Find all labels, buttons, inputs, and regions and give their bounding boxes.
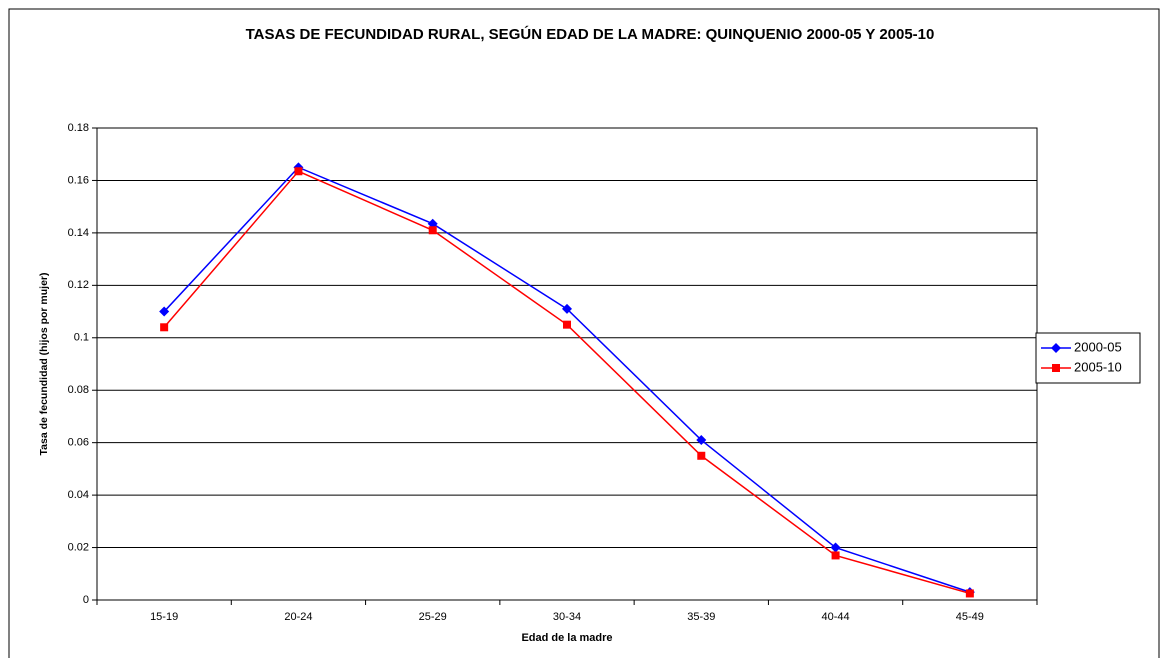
x-tick-label: 15-19 xyxy=(150,611,178,623)
x-axis-label: Edad de la madre xyxy=(521,632,612,644)
plot-area xyxy=(96,127,1038,601)
series-line xyxy=(163,166,971,593)
legend-box xyxy=(1035,332,1141,384)
marker xyxy=(563,320,571,329)
x-tick-label: 25-29 xyxy=(419,611,447,623)
marker xyxy=(831,551,840,560)
y-tick-label: 0.14 xyxy=(68,227,89,239)
marker xyxy=(562,303,572,314)
x-tick-label: 45-49 xyxy=(956,611,984,623)
y-tick-label: 0.08 xyxy=(68,384,89,396)
y-tick-label: 0 xyxy=(83,594,89,606)
x-tick-label: 20-24 xyxy=(284,611,312,623)
legend-label: 2000-05 xyxy=(1074,339,1122,354)
chart-border xyxy=(8,8,1160,658)
marker xyxy=(159,306,170,317)
x-tick-label: 40-44 xyxy=(822,611,850,623)
y-tick-label: 0.12 xyxy=(68,279,89,291)
y-tick-label: 0.04 xyxy=(68,489,89,501)
marker xyxy=(427,218,438,229)
y-tick-label: 0.02 xyxy=(68,541,89,553)
marker xyxy=(830,542,841,553)
marker xyxy=(160,323,169,332)
y-tick-label: 0.16 xyxy=(68,174,89,186)
x-tick-label: 35-39 xyxy=(687,611,715,623)
y-axis-label: Tasa de fecundidad (hijos por mujer) xyxy=(38,273,50,456)
legend-marker xyxy=(1051,343,1061,353)
marker xyxy=(965,589,974,598)
marker xyxy=(428,226,437,235)
legend-label: 2005-10 xyxy=(1074,359,1122,374)
y-tick-label: 0.06 xyxy=(68,437,89,449)
marker xyxy=(697,451,706,460)
marker xyxy=(294,167,303,176)
series-line xyxy=(163,170,971,595)
chart-title: TASAS DE FECUNDIDAD RURAL, SEGÚN EDAD DE… xyxy=(245,26,935,43)
y-tick-label: 0.1 xyxy=(74,332,89,344)
x-tick-label: 30-34 xyxy=(553,611,581,623)
y-tick-label: 0.18 xyxy=(68,122,89,134)
legend-marker xyxy=(1052,364,1060,372)
marker xyxy=(696,435,707,446)
